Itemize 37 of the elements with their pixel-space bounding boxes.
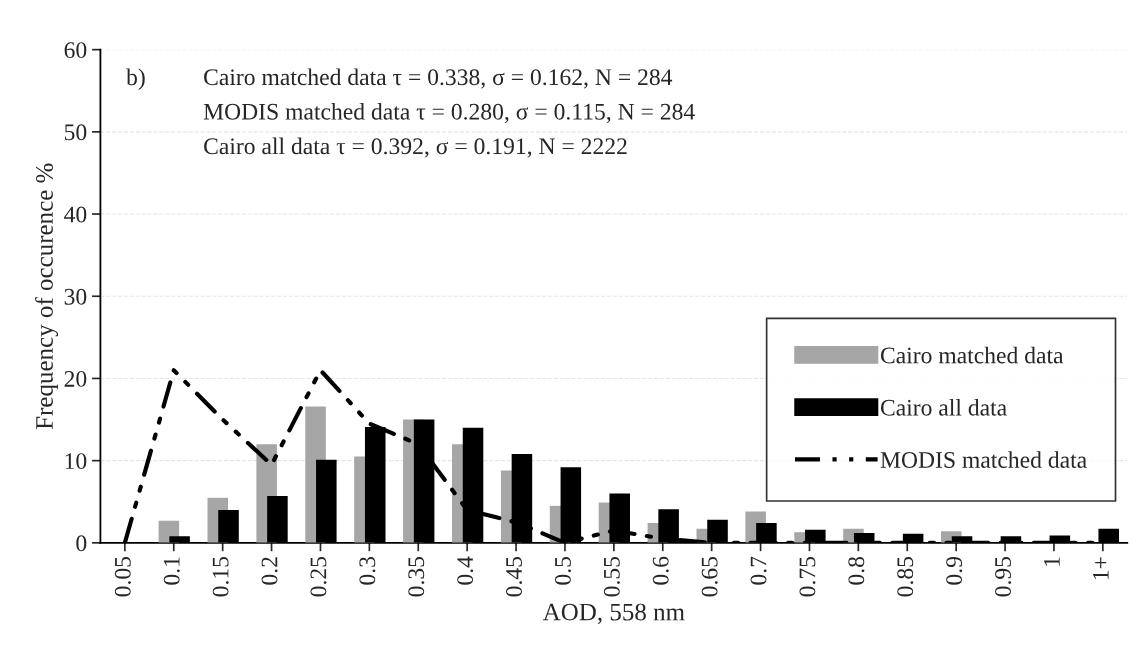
annotation: MODIS matched data τ = 0.280, σ = 0.115, N = 284	[203, 103, 695, 124]
x-tick-label: 0.35	[408, 556, 425, 597]
x-tick-label: 1+	[1092, 557, 1109, 580]
x-tick-label: 0.9	[946, 557, 963, 585]
y-tick-label: 60	[64, 42, 87, 59]
x-tick-label: 0.2	[261, 557, 278, 585]
x-tick-label: 0.85	[897, 556, 914, 597]
x-tick-label: 0.8	[848, 556, 865, 585]
x-tick-label: 0.4	[457, 556, 474, 585]
y-tick-label: 30	[64, 288, 87, 305]
y-tick-label: 0	[76, 535, 87, 552]
x-tick-label: 0.75	[799, 556, 816, 597]
y-axis-title: Frequency of occurence %	[35, 163, 59, 430]
y-tick-label: 40	[64, 206, 87, 223]
y-tick-label: 50	[64, 124, 87, 141]
x-tick-label: 0.5	[554, 556, 571, 585]
x-tick-label: 0.15	[212, 556, 229, 597]
x-tick-label: 0.1	[163, 557, 180, 585]
x-axis-title: AOD, 558 nm	[542, 603, 685, 625]
y-tick-label: 10	[65, 453, 87, 470]
x-tick-label: 1	[1044, 557, 1060, 566]
x-tick-label: 0.05	[114, 556, 131, 597]
x-tick-label: 0.55	[603, 556, 620, 597]
annotation: Cairo matched data τ = 0.338, σ = 0.162, N = 284	[204, 68, 673, 89]
legend-label: Cairo matched data	[880, 346, 1064, 364]
y-tick-label: 20	[64, 370, 87, 387]
legend-label: Cairo all data	[880, 399, 1007, 416]
x-tick-label: 0.45	[506, 556, 523, 597]
x-tick-label: 0.3	[359, 556, 376, 585]
x-tick-label: 0.65	[701, 556, 718, 597]
annotation: Cairo all data τ = 0.392, σ = 0.191, N = 2222	[204, 137, 627, 158]
legend-label: MODIS matched data	[880, 451, 1087, 468]
annotation: b)	[126, 68, 145, 90]
x-tick-label: 0.7	[750, 556, 767, 585]
x-tick-label: 0.95	[995, 556, 1012, 597]
x-tick-label: 0.6	[652, 556, 669, 585]
x-tick-label: 0.25	[310, 556, 327, 597]
